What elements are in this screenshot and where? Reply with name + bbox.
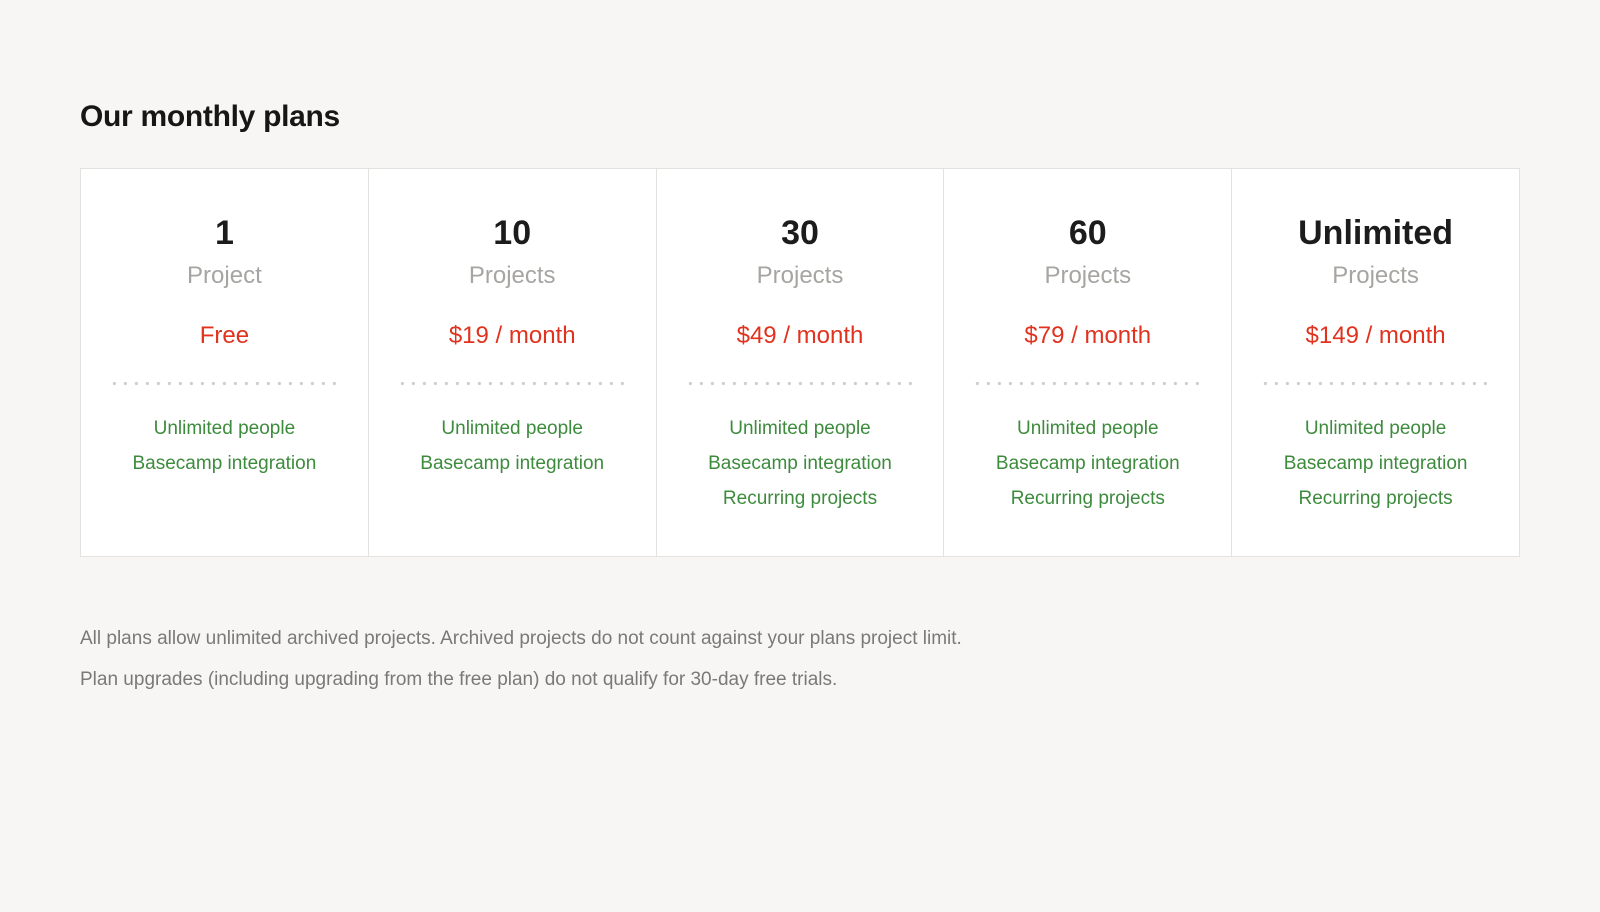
plan-unit: Project <box>187 262 262 290</box>
plan-quantity: 10 <box>493 214 532 252</box>
plan-unit: Projects <box>1044 262 1132 290</box>
plans-table: 1 Project Free Unlimited people Basecamp… <box>80 168 1520 558</box>
plan-feature: Basecamp integration <box>995 453 1180 475</box>
plan-features: Unlimited people Basecamp integration Re… <box>960 411 1215 516</box>
plan-price: Free <box>199 322 250 350</box>
plan-feature: Basecamp integration <box>1283 453 1468 475</box>
plan-features: Unlimited people Basecamp integration Re… <box>673 411 928 516</box>
footnote: All plans allow unlimited archived proje… <box>80 623 1520 696</box>
plan-feature: Unlimited people <box>729 418 871 440</box>
plan-price: $149 / month <box>1305 322 1446 350</box>
plan-feature: Unlimited people <box>1017 418 1159 440</box>
plan-card-unlimited-projects[interactable]: Unlimited Projects $149 / month Unlimite… <box>1231 169 1519 557</box>
plan-feature: Basecamp integration <box>420 453 605 475</box>
plan-features: Unlimited people Basecamp integration Re… <box>1248 411 1503 516</box>
plan-feature: Recurring projects <box>1298 488 1453 510</box>
plan-unit: Projects <box>468 262 556 290</box>
dotted-divider <box>1260 382 1491 386</box>
dotted-divider <box>396 382 628 386</box>
plan-feature: Basecamp integration <box>132 453 317 475</box>
plan-card-10-projects[interactable]: 10 Projects $19 / month Unlimited people… <box>367 169 656 557</box>
page-title: Our monthly plans <box>80 100 340 133</box>
plan-feature: Recurring projects <box>722 488 878 510</box>
plan-feature: Unlimited people <box>441 418 583 440</box>
plan-feature: Unlimited people <box>153 418 296 440</box>
plan-price: $79 / month <box>1024 322 1152 350</box>
footnote-line-2: Plan upgrades (including upgrading from … <box>80 669 838 691</box>
plan-card-30-projects[interactable]: 30 Projects $49 / month Unlimited people… <box>655 169 944 557</box>
plan-price: $49 / month <box>736 322 864 350</box>
plan-features: Unlimited people Basecamp integration <box>97 411 352 481</box>
plan-quantity: Unlimited <box>1298 214 1454 252</box>
plan-quantity: 30 <box>781 214 819 252</box>
plan-unit: Projects <box>756 262 844 290</box>
plan-feature: Unlimited people <box>1304 418 1447 440</box>
footnote-line-1: All plans allow unlimited archived proje… <box>80 628 962 650</box>
plan-card-60-projects[interactable]: 60 Projects $79 / month Unlimited people… <box>943 169 1231 557</box>
pricing-page: Our monthly plans 1 Project Free Unlimit… <box>0 100 1600 696</box>
plan-features: Unlimited people Basecamp integration <box>385 411 640 481</box>
plan-card-free[interactable]: 1 Project Free Unlimited people Basecamp… <box>81 169 368 556</box>
plan-feature: Basecamp integration <box>708 453 892 475</box>
dotted-divider <box>109 382 340 386</box>
dotted-divider <box>972 382 1204 386</box>
plan-unit: Projects <box>1332 262 1419 290</box>
plan-quantity: 1 <box>214 214 234 252</box>
plan-quantity: 60 <box>1068 214 1107 252</box>
dotted-divider <box>684 382 916 386</box>
plan-price: $19 / month <box>448 322 576 350</box>
plan-feature: Recurring projects <box>1010 488 1165 510</box>
